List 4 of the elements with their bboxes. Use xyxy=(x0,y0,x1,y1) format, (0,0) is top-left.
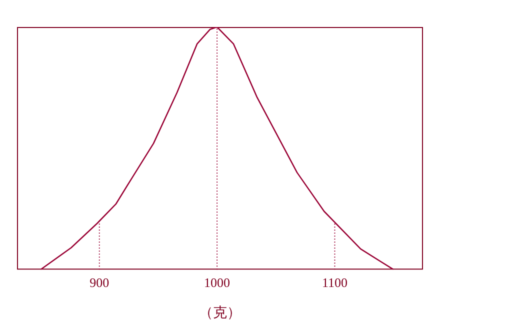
x-tick-label: 1000 xyxy=(204,274,230,290)
x-tick-label: 900 xyxy=(90,274,110,290)
x-axis-title: （克） xyxy=(199,305,241,322)
x-tick-label: 1100 xyxy=(322,274,348,290)
